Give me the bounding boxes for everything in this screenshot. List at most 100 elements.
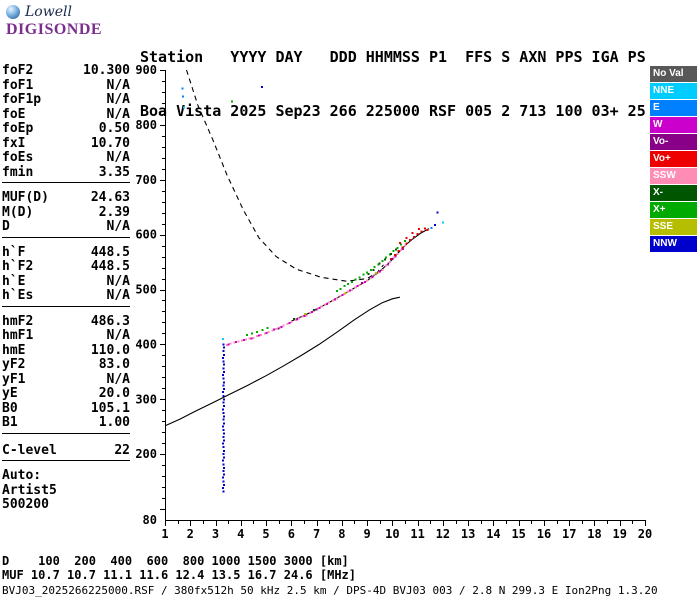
legend-item-nnw: NNW — [650, 236, 697, 252]
legend-item-no-val: No Val — [650, 66, 697, 82]
svg-text:700: 700 — [135, 173, 157, 187]
legend-item-vo+: Vo+ — [650, 151, 697, 167]
param-footer-line: 500200 — [2, 497, 49, 512]
logo-lowell-text: Lowell — [25, 4, 72, 20]
param-value: 10.70 — [90, 135, 130, 151]
param-fof1p: foF1p N/A — [2, 92, 130, 108]
echo-series-vo- — [277, 257, 394, 330]
param-value: N/A — [106, 273, 130, 289]
param-label: foF1p — [2, 92, 42, 107]
param-label: h`F2 — [2, 259, 34, 274]
param-label: hmF1 — [2, 328, 34, 343]
file-info-line: BVJ03_2025266225000.RSF / 380fx512h 50 k… — [2, 584, 658, 597]
param-value: 10.300 — [83, 63, 130, 78]
svg-text:15: 15 — [511, 527, 525, 541]
svg-text:400: 400 — [135, 337, 157, 351]
svg-text:16: 16 — [537, 527, 551, 541]
axes — [160, 70, 646, 526]
legend-item-vo-: Vo- — [650, 134, 697, 150]
param-fxi: fxI 10.70 — [2, 135, 130, 152]
svg-text:10: 10 — [385, 527, 399, 541]
svg-text:7: 7 — [313, 527, 320, 541]
param-value: N/A — [106, 328, 130, 343]
param-hf: h`F 448.5 — [2, 244, 130, 261]
svg-text:2: 2 — [187, 527, 194, 541]
param-value: 20.0 — [98, 386, 130, 401]
param-label: B0 — [2, 400, 18, 416]
param-label: h`E — [2, 273, 26, 289]
param-value: N/A — [106, 92, 130, 107]
svg-text:6: 6 — [288, 527, 295, 541]
param-label: D — [2, 219, 10, 234]
param-b0: B0 105.1 — [2, 400, 130, 417]
param-label: h`F — [2, 244, 26, 260]
legend-item-ssw: SSW — [650, 168, 697, 184]
param-b1: B1 1.00 — [2, 415, 130, 431]
svg-text:14: 14 — [486, 527, 500, 541]
svg-text:900: 900 — [135, 63, 157, 77]
param-value: 2.39 — [98, 204, 130, 220]
legend: No Val NNE E W Vo- Vo+ SSW X- X+ SSE NNW — [650, 66, 697, 253]
svg-text:80: 80 — [143, 513, 157, 527]
svg-text:17: 17 — [562, 527, 576, 541]
param-fmin: fmin 3.35 — [2, 164, 130, 181]
param-value: 110.0 — [90, 342, 130, 358]
line-true-height-profile — [165, 296, 401, 427]
param-label: hmF2 — [2, 313, 34, 329]
param-he: h`E N/A — [2, 273, 130, 290]
svg-text:13: 13 — [461, 527, 475, 541]
legend-item-w: W — [650, 117, 697, 133]
param-mufd: MUF(D) 24.63 — [2, 190, 130, 206]
param-group-1: foF2 10.300 foF1 N/A foF1p N/A foE N/A foEp 0.50 f… — [2, 63, 130, 183]
echo-series-ssw — [225, 244, 406, 346]
svg-text:18: 18 — [587, 527, 601, 541]
param-footer-line: Auto: — [2, 468, 42, 483]
param-label: foEs — [2, 150, 34, 165]
param-label: foEp — [2, 121, 34, 136]
header-row-labels: Station YYYY DAY DDD HHMMSS P1 FFS S AXN… — [140, 48, 646, 66]
echo-series-vo+ — [390, 227, 429, 260]
param-label: C-level — [2, 442, 57, 458]
param-value: 448.5 — [90, 244, 130, 260]
param-foes: foEs N/A — [2, 150, 130, 166]
legend-item-e: E — [650, 100, 697, 116]
param-value: 22 — [114, 442, 130, 458]
logo-digisonde-text: DIGISONDE — [6, 21, 103, 38]
station-header: Station YYYY DAY DDD HHMMSS P1 FFS S AXN… — [140, 12, 646, 156]
legend-item-x+: X+ — [650, 202, 697, 218]
param-value: 24.63 — [90, 190, 130, 205]
param-label: foE — [2, 106, 26, 122]
svg-text:9: 9 — [363, 527, 370, 541]
param-value: N/A — [106, 150, 130, 165]
echo-series-w — [227, 247, 404, 346]
param-label: foF2 — [2, 63, 34, 78]
svg-text:12: 12 — [436, 527, 450, 541]
param-fof1: foF1 N/A — [2, 78, 130, 94]
param-label: fxI — [2, 135, 26, 151]
param-label: yF1 — [2, 371, 26, 387]
param-value: 3.35 — [98, 164, 130, 180]
svg-text:1: 1 — [161, 527, 168, 541]
param-yf2: yF2 83.0 — [2, 357, 130, 373]
param-fof2: foF2 10.300 — [2, 63, 130, 79]
echo-series-nnw — [222, 86, 439, 493]
param-group-2: MUF(D) 24.63 M(D) 2.39 D N/A — [2, 190, 130, 238]
param-footer-line: Artist5 — [2, 482, 57, 498]
param-value: N/A — [106, 371, 130, 387]
param-value: N/A — [106, 106, 130, 122]
param-hme: hmE 110.0 — [2, 342, 130, 359]
echo-series-x- — [292, 248, 398, 321]
param-label: B1 — [2, 415, 18, 430]
param-md: M(D) 2.39 — [2, 204, 130, 221]
echo-series-e — [181, 87, 433, 229]
line-topside-extrapolation — [185, 69, 384, 282]
legend-item-nne: NNE — [650, 83, 697, 99]
param-value: 0.50 — [98, 121, 130, 136]
param-group-4: hmF2 486.3 hmF1 N/A hmE 110.0 yF2 83.0 yF1 N/A yE 2… — [2, 313, 130, 434]
param-foep: foEp 0.50 — [2, 121, 130, 137]
param-value: 105.1 — [90, 400, 130, 416]
param-label: hmE — [2, 342, 26, 358]
param-hmf1: hmF1 N/A — [2, 328, 130, 344]
param-value: 486.3 — [90, 313, 130, 329]
